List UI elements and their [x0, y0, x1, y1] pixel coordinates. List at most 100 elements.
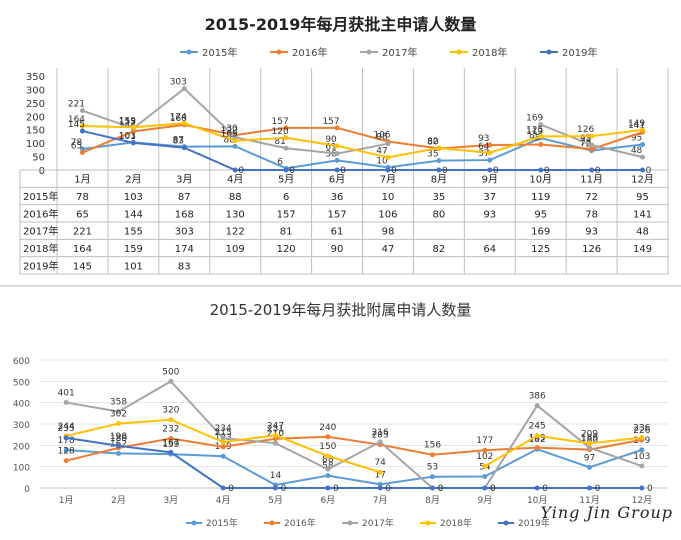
data-label-2017: 303 [170, 78, 187, 88]
data-label-2019: 0 [281, 484, 287, 494]
data-table-cell: 83 [178, 261, 191, 272]
data-table-cell: 90 [331, 244, 344, 255]
data-point-2018 [385, 154, 391, 160]
data-point-2019 [273, 485, 278, 491]
y-tick-label: 100 [13, 464, 30, 474]
data-table-cell: 155 [124, 227, 143, 238]
data-table-cell: 122 [226, 227, 245, 238]
y-tick-label: 0 [24, 485, 30, 495]
series-line-2019 [66, 436, 642, 489]
data-label-2019: 0 [238, 166, 244, 176]
data-point-2016 [430, 452, 435, 458]
data-point-2018 [168, 417, 174, 423]
data-label-2015: 87 [173, 136, 184, 146]
data-table-cell: 144 [124, 209, 143, 220]
data-point-2019 [487, 167, 493, 173]
data-label-2016: 130 [221, 124, 238, 134]
data-table-cell: 157 [277, 209, 296, 220]
data-table-row-label: 2015年 [23, 190, 58, 203]
data-table-cell: 168 [175, 209, 194, 220]
data-point-2017 [181, 86, 187, 92]
data-label-2015: 95 [631, 133, 642, 143]
x-tick-label: 1月 [59, 495, 74, 506]
data-point-2015 [587, 464, 592, 470]
data-label-2019: 0 [646, 166, 652, 176]
data-table-cell: 10 [382, 192, 395, 203]
data-point-2018 [130, 124, 136, 130]
data-label-2016: 226 [633, 426, 650, 436]
legend-label-2016: 2016年 [292, 46, 327, 59]
data-point-2019 [589, 167, 595, 173]
data-label-2019: 167 [162, 438, 179, 448]
data-label-2016: 240 [319, 423, 336, 433]
legend-label-2019: 2019年 [562, 46, 597, 59]
x-tick-label: 1月 [74, 174, 90, 186]
data-table-cell: 93 [585, 227, 598, 238]
data-point-2018 [283, 135, 289, 141]
data-label-2019: 0 [340, 166, 346, 176]
legend-marker-2019 [546, 49, 552, 55]
series-line-2018 [82, 122, 643, 159]
data-point-2019 [220, 485, 226, 491]
data-label-2019: 0 [228, 484, 234, 494]
data-label-2017: 93 [580, 134, 591, 144]
data-point-2018 [589, 133, 595, 139]
legend-label-2018: 2018年 [472, 46, 507, 59]
data-label-2019: 0 [595, 484, 601, 494]
data-point-2018 [220, 439, 226, 445]
data-label-2017: 386 [529, 392, 546, 402]
data-point-2019 [79, 128, 85, 134]
legend-marker-2015 [186, 49, 192, 55]
data-label-2018: 109 [221, 130, 238, 140]
series-line-2019 [82, 130, 643, 171]
data-label-2015: 17 [374, 470, 385, 480]
data-point-2016 [538, 141, 544, 147]
data-label-2018: 215 [215, 428, 232, 438]
data-label-2016: 128 [58, 447, 75, 457]
data-label-2015: 97 [584, 453, 595, 463]
chart-title: 2015-2019年每月获批主申请人数量 [205, 15, 477, 34]
data-label-2019: 0 [595, 166, 601, 176]
data-label-2017: 189 [581, 434, 598, 444]
data-label-2015: 35 [427, 150, 438, 160]
legend-label-2015: 2015年 [206, 517, 238, 529]
data-point-2015 [640, 141, 646, 147]
data-label-2017: 98 [376, 133, 388, 143]
data-label-2016: 157 [272, 117, 289, 127]
y-tick-label: 100 [26, 139, 45, 150]
data-label-2015: 103 [119, 131, 136, 141]
data-label-2018: 164 [68, 115, 85, 125]
data-point-2017 [377, 439, 383, 445]
data-table-cell: 95 [636, 192, 649, 203]
data-label-2016: 180 [581, 436, 598, 446]
data-table-cell: 65 [76, 209, 89, 220]
y-tick-label: 0 [39, 166, 45, 177]
data-point-2018 [436, 145, 442, 151]
data-label-2015: 119 [526, 127, 543, 137]
data-point-2015 [436, 158, 442, 164]
series-line-2017 [65, 380, 643, 489]
data-point-2017 [534, 403, 540, 409]
x-tick-label: 3月 [163, 495, 178, 506]
legend-label-2019: 2019年 [518, 517, 550, 529]
data-point-2015 [220, 453, 226, 459]
data-label-2018: 247 [267, 421, 284, 431]
data-table-cell: 221 [73, 227, 92, 238]
legend-marker-2015 [191, 520, 197, 526]
data-point-2019 [534, 485, 540, 491]
data-label-2015: 78 [71, 138, 83, 148]
data-label-2018: 150 [319, 442, 336, 452]
data-point-2018 [377, 469, 383, 475]
chart-title: 2015-2019年每月获批附属申请人数量 [210, 301, 472, 319]
data-point-2017 [168, 378, 174, 384]
data-table-cell: 80 [433, 209, 446, 220]
data-table-cell: 87 [178, 192, 191, 203]
data-point-2017 [334, 151, 340, 157]
data-label-2017: 358 [110, 398, 127, 408]
x-tick-label: 7月 [373, 495, 388, 506]
x-tick-label: 3月 [176, 174, 192, 186]
data-point-2015 [482, 473, 488, 479]
data-label-2015: 14 [270, 471, 282, 481]
y-tick-label: 300 [13, 421, 30, 431]
y-tick-label: 250 [26, 99, 45, 110]
